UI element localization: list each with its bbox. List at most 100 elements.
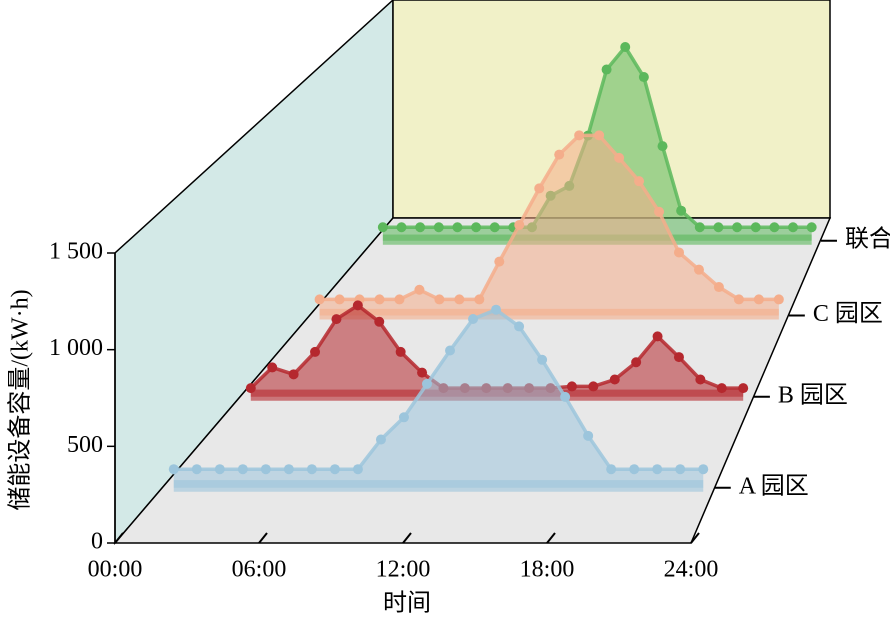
point: [260, 464, 271, 475]
point: [514, 321, 525, 332]
point: [374, 316, 385, 327]
x-tick-label: 24:00: [664, 557, 719, 583]
point: [713, 222, 724, 233]
point: [433, 222, 444, 233]
point: [331, 314, 342, 325]
point: [334, 294, 345, 305]
point: [489, 222, 500, 233]
point: [629, 464, 640, 475]
point: [314, 294, 325, 305]
x-tick: [546, 532, 556, 544]
point: [452, 222, 463, 233]
point: [417, 367, 428, 378]
point: [414, 284, 425, 295]
x-tick: [690, 532, 700, 544]
point: [474, 294, 485, 305]
point: [191, 464, 202, 475]
point: [395, 346, 406, 357]
point: [283, 464, 294, 475]
point: [634, 176, 645, 187]
point: [654, 206, 665, 217]
point: [788, 222, 799, 233]
series-base: [319, 308, 779, 320]
point: [609, 374, 620, 385]
point: [806, 222, 817, 233]
series-base: [173, 480, 704, 492]
point: [588, 381, 599, 392]
series-label: C 园区: [813, 301, 883, 327]
point: [168, 464, 179, 475]
series-area: [319, 135, 779, 316]
point: [288, 369, 299, 380]
point: [716, 383, 727, 394]
point: [537, 354, 548, 365]
point: [601, 64, 612, 75]
y-axis-title: 储能设备容量/(kW·h): [7, 289, 34, 510]
point: [753, 294, 764, 305]
plot: 0 500 1 000 1 500 00:00 06:00 12:00 18:00 24:00: [49, 42, 817, 583]
point: [514, 219, 525, 230]
point: [693, 264, 704, 275]
point: [732, 222, 743, 233]
point: [471, 222, 482, 233]
point: [454, 294, 465, 305]
point: [673, 352, 684, 363]
point: [421, 378, 432, 389]
point: [631, 357, 642, 368]
point: [694, 222, 705, 233]
point: [352, 464, 363, 475]
point: [652, 331, 663, 342]
point: [583, 430, 594, 441]
series-label: 联合: [845, 225, 890, 252]
x-tick: [114, 532, 124, 544]
point: [657, 141, 668, 152]
x-tick: [402, 532, 412, 544]
series-area: [250, 305, 744, 397]
point: [733, 294, 744, 305]
point: [638, 72, 649, 83]
x-tick-label: 00:00: [88, 557, 143, 583]
point: [245, 383, 256, 394]
point: [415, 222, 426, 233]
point: [676, 205, 687, 216]
y-tick-label: 0: [91, 529, 103, 555]
point: [594, 130, 605, 141]
x-tick-label: 06:00: [232, 557, 287, 583]
point: [554, 149, 565, 160]
point: [434, 294, 445, 305]
point: [375, 434, 386, 445]
y-tick-label: 500: [67, 432, 103, 458]
point: [566, 381, 577, 392]
point: [237, 464, 248, 475]
point: [674, 247, 685, 258]
point: [606, 464, 617, 475]
x-axis-title: 时间: [383, 590, 431, 617]
point: [769, 222, 780, 233]
point: [310, 346, 321, 357]
y-tick-label: 1 000: [49, 335, 103, 361]
point: [695, 374, 706, 385]
point: [214, 464, 225, 475]
point: [267, 362, 278, 373]
point: [713, 282, 724, 293]
point: [394, 294, 405, 305]
x-tick-label: 18:00: [520, 557, 575, 583]
point: [560, 391, 571, 402]
point: [750, 222, 761, 233]
point: [675, 464, 686, 475]
series-label: B 园区: [778, 382, 848, 408]
point: [614, 152, 625, 163]
point: [352, 300, 363, 311]
series-area: [173, 309, 704, 488]
point: [445, 345, 456, 356]
y-tick-label: 1 500: [49, 239, 103, 265]
point: [494, 256, 505, 267]
point: [698, 464, 709, 475]
point: [773, 294, 784, 305]
x-tick: [258, 532, 268, 544]
x-tick-label: 12:00: [376, 557, 431, 583]
point: [620, 42, 631, 53]
point: [377, 222, 388, 233]
point: [468, 313, 479, 324]
